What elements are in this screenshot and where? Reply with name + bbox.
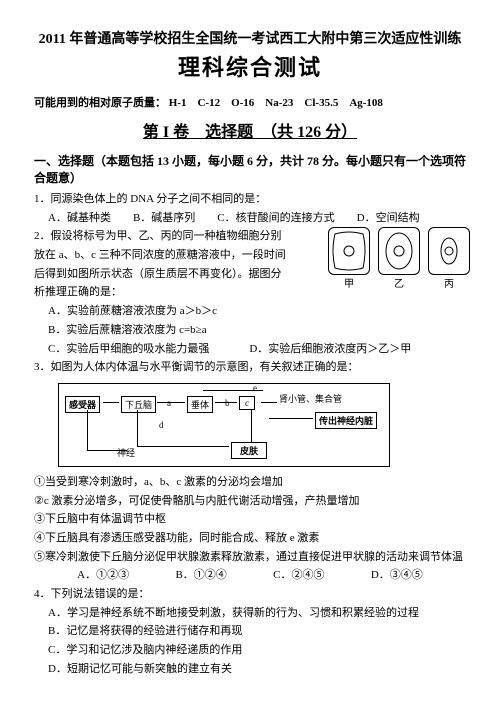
q3-s1: ①当受到寒冷刺激时，a、b、c 激素的分泌均会增加 xyxy=(34,473,466,492)
q3-options: A．①②③ B．①②④ C．②④⑤ D．③④⑤ xyxy=(34,566,466,585)
label-nerve: 神经 xyxy=(117,446,135,459)
q1-optA: A．碱基种类 xyxy=(48,209,111,228)
q2-block: 2．假设将标号为甲、乙、丙的同一种植物细胞分别 放在 a、b、c 三种不同浓度的… xyxy=(34,227,466,302)
q2-figure: 甲 乙 丙 xyxy=(326,227,472,293)
q3-s2: ②c 激素分泌增多，可促使骨骼肌与内脏代谢活动增强，产热量增加 xyxy=(34,492,466,511)
box-hypo: 下丘脑 xyxy=(121,396,156,413)
q1-optB: B．碱基序列 xyxy=(133,209,195,228)
q3-optA: A．①②③ xyxy=(77,566,129,585)
q3-optD: D．③④⑤ xyxy=(371,566,423,585)
box-kidney: 肾小管、集合管 xyxy=(279,392,342,405)
main-title: 2011 年普通高等学校招生全国统一考试西工大附中第三次适应性训练 xyxy=(34,28,466,48)
q2-optCD: C．实验后甲细胞的吸水能力最强 D．实验后细胞液浓度丙＞乙＞甲 xyxy=(34,340,466,359)
q4-optD: D．短期记忆可能与新突触的建立有关 xyxy=(34,660,466,679)
label-d: d xyxy=(159,420,164,430)
cell-jia-icon xyxy=(328,227,370,275)
part-1-header: 一、选择题（本题包括 13 小题，每小题 6 分，共计 78 分。每小题只有一个… xyxy=(34,152,466,186)
q3-diagram: 感受器 下丘脑 垂体 a b c e d 肾小管、集合管 传出神经内脏 神经 皮… xyxy=(58,383,390,467)
cell-label-yi: 乙 xyxy=(376,275,422,290)
q3-s4: ④下丘脑具有渗透压感受器功能，同时能合成、释放 e 激素 xyxy=(34,529,466,548)
q2-l3: 后得到如图所示状态（原生质层不再变化）。据图分 xyxy=(34,265,294,284)
box-c: c xyxy=(239,396,255,410)
cell-label-jia: 甲 xyxy=(326,275,372,290)
box-receptor: 感受器 xyxy=(65,396,100,413)
q3-optB: B．①②④ xyxy=(175,566,226,585)
q4-optBC: B．记忆是将获得的经验进行储存和再现 C．学习和记忆涉及脑内神经递质的作用 xyxy=(34,622,466,659)
atom-mass-label: 可能用到的相对原子质量： xyxy=(34,97,166,109)
label-e: e xyxy=(253,383,257,393)
cell-label-bing: 丙 xyxy=(426,275,472,290)
q1-options: A．碱基种类 B．碱基序列 C．核苷酸间的连接方式 D．空间结构 xyxy=(34,209,466,228)
box-pit: 垂体 xyxy=(187,396,213,413)
q2-optD: D．实验后细胞液浓度丙＞乙＞甲 xyxy=(249,340,411,359)
q3-s5: ⑤寒冷刺激使下丘脑分泌促甲状腺激素释放激素，通过直接促进甲状腺的活动来调节体温 xyxy=(34,548,466,567)
q4-optC: C．学习和记忆涉及脑内神经递质的作用 xyxy=(48,641,242,660)
cell-yi-icon xyxy=(378,227,420,275)
section-1-header: 第 I 卷 选择题 （共 126 分） xyxy=(34,118,466,142)
atom-mass-values: H-1 C-12 O-16 Na-23 Cl-35.5 Ag-108 xyxy=(169,97,383,109)
q2-l4: 析推理正确的是： xyxy=(34,283,294,302)
q2-optB: B．实验后蔗糖溶液浓度为 c=b≥a xyxy=(34,321,466,340)
q4-optB: B．记忆是将获得的经验进行储存和再现 xyxy=(48,622,242,641)
q3-s3: ③下丘脑中有体温调节中枢 xyxy=(34,510,466,529)
atomic-mass-line: 可能用到的相对原子质量： H-1 C-12 O-16 Na-23 Cl-35.5… xyxy=(34,94,466,110)
q4-stem: 4．下列说法错误的是： xyxy=(34,585,466,604)
cell-bing-icon xyxy=(428,227,470,275)
box-skin: 皮肤 xyxy=(231,442,267,459)
q3-stem: 3．如图为人体内体温与水平衡调节的示意图，有关叙述正确的是： xyxy=(34,358,466,377)
q3-optC: C．②④⑤ xyxy=(273,566,324,585)
box-sweat: 传出神经内脏 xyxy=(315,412,377,429)
q1-stem: 1．同源染色体上的 DNA 分子之间不相同的是： xyxy=(34,190,466,209)
q2-l1: 2．假设将标号为甲、乙、丙的同一种植物细胞分别 xyxy=(34,227,294,246)
q1-optC: C．核苷酸间的连接方式 xyxy=(217,209,334,228)
q4-optA: A．学习是神经系统不断地接受刺激，获得新的行为、习惯和积累经验的过程 xyxy=(34,604,466,623)
q1-optD: D．空间结构 xyxy=(357,209,420,228)
q2-optC: C．实验后甲细胞的吸水能力最强 xyxy=(48,340,209,359)
label-a: a xyxy=(167,398,171,408)
sub-title: 理科综合测试 xyxy=(34,50,466,82)
label-b: b xyxy=(225,398,230,408)
q2-optA: A．实验前蔗糖溶液浓度为 a＞b＞c xyxy=(34,302,466,321)
q2-l2: 放在 a、b、c 三种不同浓度的蔗糖溶液中，一段时间 xyxy=(34,246,294,265)
